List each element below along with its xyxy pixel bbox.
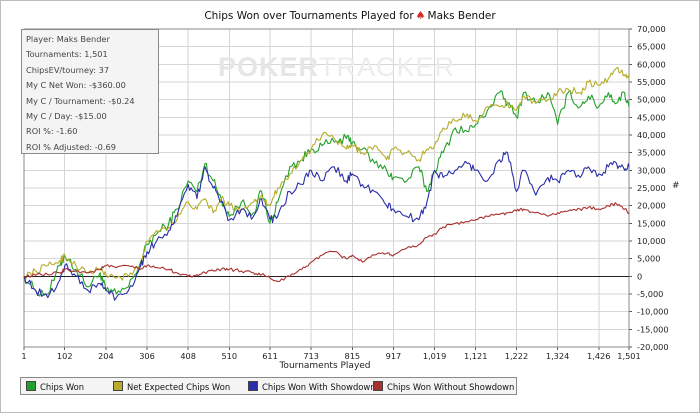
stats-net-won: My C Net Won: -$360.00 bbox=[26, 80, 126, 91]
legend-item-chips-won[interactable]: Chips Won bbox=[26, 381, 84, 393]
y-tick-label: 35,000 bbox=[637, 148, 666, 158]
x-tick-label: 408 bbox=[180, 351, 196, 361]
y-tick-label: -10,000 bbox=[637, 307, 669, 317]
y-tick-label: 5,000 bbox=[637, 254, 660, 264]
y-tick-label: 25,000 bbox=[637, 183, 666, 193]
y-tick-label: 55,000 bbox=[637, 77, 666, 87]
x-tick-label: 815 bbox=[344, 351, 360, 361]
y-tick-label: -15,000 bbox=[637, 324, 669, 334]
y-tick-label: 20,000 bbox=[637, 201, 666, 211]
series-line-2 bbox=[23, 66, 630, 281]
stats-per-day: My C / Day: -$15.00 bbox=[26, 110, 107, 121]
axes bbox=[23, 28, 632, 350]
x-tick-label: 306 bbox=[139, 351, 155, 361]
plot-border bbox=[23, 28, 630, 348]
x-tick-label: 1,501 bbox=[617, 351, 640, 361]
chart-title: Chips Won over Tournaments Played for ♠ Ma… bbox=[0, 9, 700, 22]
x-tick-label: 917 bbox=[386, 351, 402, 361]
y-axis-label: # bbox=[672, 181, 680, 191]
x-tick-label: 1,426 bbox=[587, 351, 610, 361]
stats-per-tournament: My C / Tournament: -$0.24 bbox=[26, 95, 135, 106]
x-tick-label: 713 bbox=[303, 351, 319, 361]
legend-swatch bbox=[248, 381, 258, 391]
series-line-4 bbox=[23, 202, 630, 283]
y-tick-label: 30,000 bbox=[637, 165, 666, 175]
y-tick-label: 15,000 bbox=[637, 218, 666, 228]
legend-swatch bbox=[373, 381, 383, 391]
x-tick-label: 102 bbox=[57, 351, 73, 361]
x-axis-label: Tournaments Played bbox=[279, 361, 371, 371]
x-tick-label: 1,222 bbox=[505, 351, 528, 361]
chart-legend: Chips Won Net Expected Chips Won Chips W… bbox=[20, 377, 517, 395]
x-tick-label: 1,121 bbox=[464, 351, 487, 361]
y-tick-label: 45,000 bbox=[637, 112, 666, 122]
legend-item-without-showdown[interactable]: Chips Won Without Showdown bbox=[373, 381, 514, 393]
y-tick-label: 50,000 bbox=[637, 95, 666, 105]
stats-box: Player: Maks Bender Tournaments: 1,501 C… bbox=[21, 29, 159, 154]
stats-roi-adjusted: ROI % Adjusted: -0.69 bbox=[26, 141, 116, 152]
x-tick-label: 510 bbox=[221, 351, 237, 361]
legend-swatch bbox=[26, 381, 36, 391]
stats-roi: ROI %: -1.60 bbox=[26, 126, 78, 137]
y-tick-label: 65,000 bbox=[637, 42, 666, 52]
legend-item-net-expected[interactable]: Net Expected Chips Won bbox=[113, 381, 230, 393]
chart-title-player: Maks Bender bbox=[427, 10, 496, 22]
pokertracker-watermark-logo: POKERTRACKER bbox=[218, 52, 456, 82]
x-tick-label: 1,019 bbox=[423, 351, 446, 361]
x-tick-label: 1 bbox=[21, 351, 26, 361]
y-tick-label: 10,000 bbox=[637, 236, 666, 246]
stats-chipsev: ChipsEV/tourney: 37 bbox=[26, 64, 110, 75]
poker-suit-icon: ♠ bbox=[415, 9, 426, 22]
legend-swatch bbox=[113, 381, 123, 391]
stats-tournaments: Tournaments: 1,501 bbox=[26, 49, 108, 60]
y-tick-label: 70,000 bbox=[637, 24, 666, 34]
y-tick-label: 60,000 bbox=[637, 59, 666, 69]
tick-labels: -20,000 -15,000 -10,000 -5,000 0 5,000 10,000 1… bbox=[21, 24, 668, 361]
y-tick-label: -5,000 bbox=[637, 289, 663, 299]
series-line-3 bbox=[23, 151, 630, 301]
series-line-1 bbox=[23, 89, 630, 297]
chart-title-text: Chips Won over Tournaments Played for bbox=[204, 10, 414, 22]
y-tick-label: -20,000 bbox=[637, 342, 669, 352]
x-tick-label: 611 bbox=[262, 351, 278, 361]
stats-player: Player: Maks Bender bbox=[26, 34, 110, 44]
series-lines bbox=[23, 66, 630, 301]
y-tick-label: 40,000 bbox=[637, 130, 666, 140]
x-tick-label: 1,324 bbox=[546, 351, 569, 361]
legend-item-with-showdown[interactable]: Chips Won With Showdown bbox=[248, 381, 376, 393]
y-tick-label: 0 bbox=[637, 271, 642, 281]
x-tick-label: 204 bbox=[98, 351, 114, 361]
